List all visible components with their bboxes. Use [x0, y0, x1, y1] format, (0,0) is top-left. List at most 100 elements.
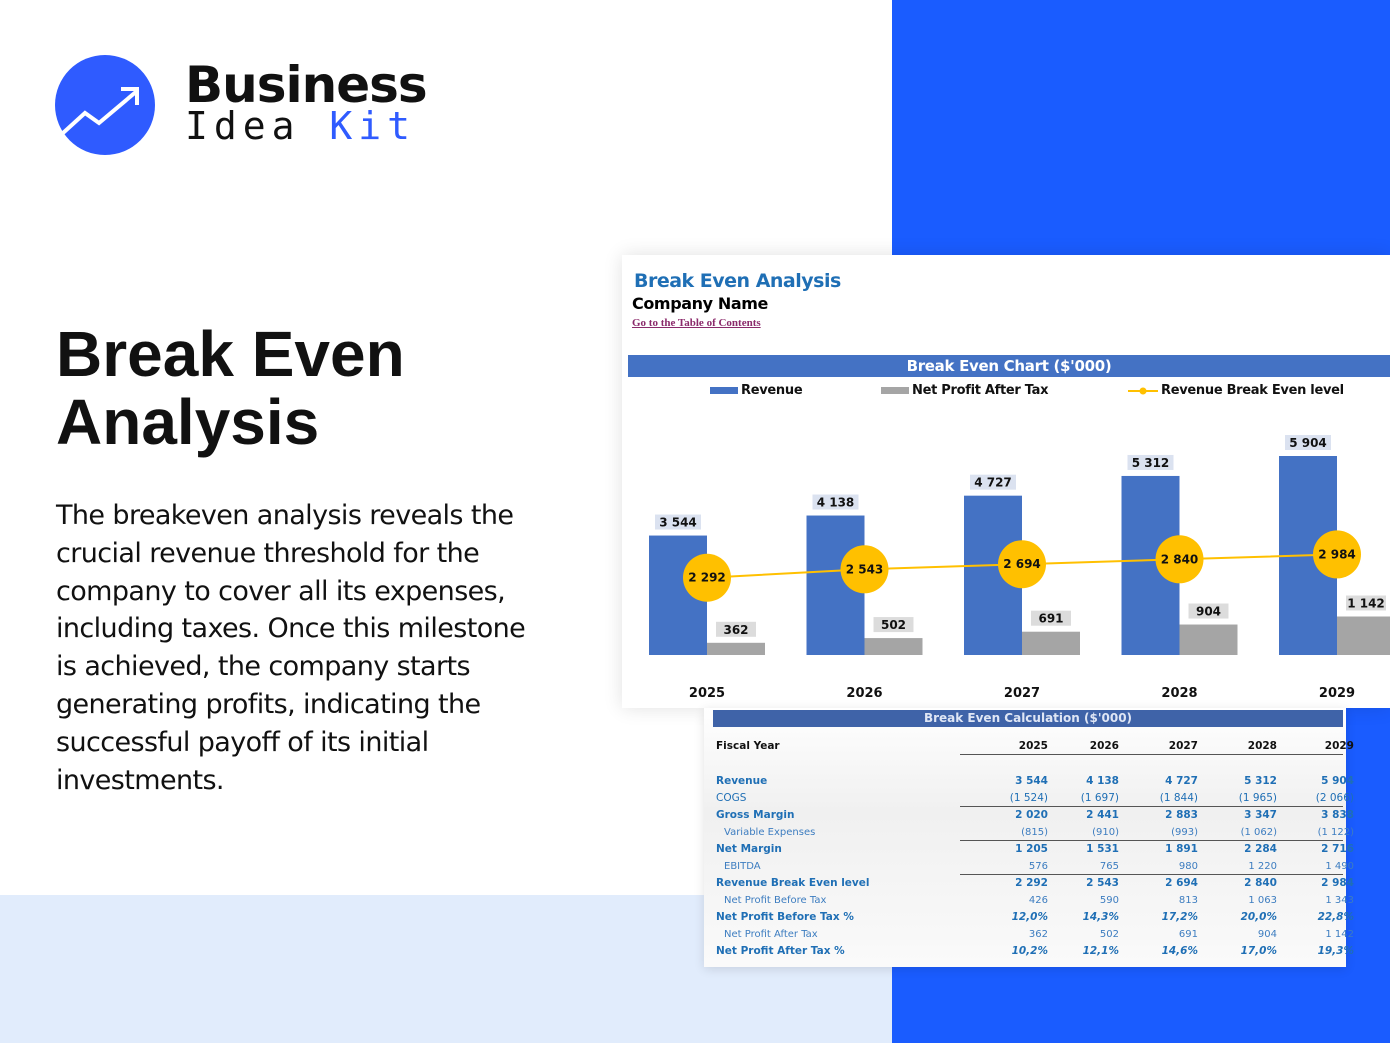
- cell-value: 576: [1028, 861, 1048, 872]
- cell-value: 904: [1257, 929, 1277, 940]
- table-row: Net Profit Before Tax % 12,0% 14,3% 17,2% 20…: [716, 909, 1354, 926]
- brand-kit: Kit: [329, 104, 417, 148]
- cell-value: (1 844): [1159, 792, 1198, 804]
- cell-value: 1 490: [1325, 861, 1354, 872]
- cell-value: 2029: [1324, 740, 1354, 752]
- revenue-label-bg: [655, 514, 701, 530]
- cell-value: 1 205: [1015, 843, 1048, 855]
- cell-value: 22,8%: [1317, 911, 1354, 923]
- cell-value: 17,2%: [1161, 911, 1198, 923]
- cell-value: (815): [1021, 827, 1048, 838]
- legend-line-marker-icon: [1128, 387, 1158, 394]
- net-profit-data-label: 362: [723, 623, 748, 637]
- row-label: Net Profit After Tax %: [716, 945, 845, 957]
- cell-value: 1 063: [1248, 895, 1277, 906]
- cell-value: 2 292: [1015, 877, 1048, 889]
- cell-value: 1 142: [1325, 929, 1354, 940]
- cell-value: (993): [1171, 827, 1198, 838]
- cell-value: 2028: [1247, 740, 1277, 752]
- net-profit-label-bg: [1346, 595, 1386, 611]
- chart-sheet: Break Even Analysis Company Name Go to t…: [622, 255, 1390, 708]
- legend-swatch: [881, 387, 909, 394]
- revenue-label-bg: [1285, 435, 1331, 450]
- net-profit-label-bg: [716, 621, 756, 637]
- cell-value: 3 544: [1015, 775, 1048, 787]
- revenue-label-bg: [1127, 454, 1174, 470]
- cell-value: 502: [1099, 929, 1119, 940]
- cell-value: (1 965): [1238, 792, 1277, 804]
- x-axis-tick-label: 2029: [1319, 686, 1355, 701]
- revenue-data-label: 4 138: [817, 496, 855, 510]
- net-profit-label-bg: [1031, 610, 1071, 626]
- table-row: COGS (1 524) (1 697) (1 844) (1 965) (2 066): [716, 790, 1354, 807]
- cell-value: 17,0%: [1240, 945, 1277, 957]
- brand-subname: Idea Kit: [185, 104, 416, 148]
- cell-value: 813: [1178, 895, 1198, 906]
- cell-value: 2026: [1089, 740, 1119, 752]
- row-label: Net Profit After Tax: [724, 929, 818, 940]
- net-profit-bar: [1337, 616, 1390, 655]
- sheet-title: Break Even Analysis: [634, 270, 841, 292]
- break-even-point: [1155, 535, 1204, 584]
- revenue-data-label: 5 312: [1132, 456, 1170, 470]
- cell-value: 10,2%: [1011, 945, 1048, 957]
- cell-value: 1 531: [1086, 843, 1119, 855]
- cell-value: 2 694: [1165, 877, 1198, 889]
- cell-value: 5 312: [1244, 775, 1277, 787]
- cell-value: 2027: [1168, 740, 1198, 752]
- hero-title: Break Even Analysis: [56, 320, 405, 456]
- cell-value: 2 984: [1321, 877, 1354, 889]
- table-row: EBITDA 576 765 980 1 220 1 490: [716, 858, 1354, 875]
- cell-value: 2 840: [1244, 877, 1277, 889]
- net-profit-label-bg: [873, 617, 914, 633]
- divider: [960, 806, 1343, 807]
- cell-value: 4 138: [1086, 775, 1119, 787]
- legend-break-even: Revenue Break Even level: [1128, 383, 1344, 398]
- legend-label: Revenue: [741, 383, 803, 398]
- brand-name: Business: [185, 56, 428, 114]
- cell-value: 765: [1099, 861, 1119, 872]
- table-row: Gross Margin 2 020 2 441 2 883 3 347 3 838: [716, 807, 1354, 824]
- break-even-point: [998, 540, 1046, 589]
- cell-value: 3 347: [1244, 809, 1277, 821]
- x-axis-tick-label: 2028: [1161, 686, 1197, 701]
- cell-value: 12,1%: [1082, 945, 1119, 957]
- cell-value: (1 697): [1080, 792, 1119, 804]
- toc-link[interactable]: Go to the Table of Contents: [632, 317, 761, 329]
- cell-value: 1 220: [1248, 861, 1277, 872]
- cell-value: (1 122): [1317, 827, 1354, 838]
- cell-value: 2 441: [1086, 809, 1119, 821]
- break-even-data-label: 2 840: [1161, 552, 1199, 566]
- table-row: Variable Expenses (815) (910) (993) (1 062) (…: [716, 824, 1354, 841]
- net-profit-bar: [864, 638, 923, 655]
- net-profit-bar: [707, 642, 765, 655]
- legend-net-profit: Net Profit After Tax: [881, 383, 1049, 398]
- hero-title-line1: Break Even: [56, 318, 405, 390]
- row-label: Fiscal Year: [716, 740, 780, 752]
- divider: [960, 840, 1343, 841]
- cell-value: 590: [1099, 895, 1119, 906]
- brand-idea: Idea: [185, 104, 301, 148]
- cell-value: 2 543: [1086, 877, 1119, 889]
- table-row: Revenue Break Even level 2 292 2 543 2 694 2…: [716, 875, 1354, 892]
- break-even-point: [840, 545, 889, 594]
- break-even-point: [683, 553, 731, 602]
- table-row: Net Profit After Tax % 10,2% 12,1% 14,6% 17,…: [716, 943, 1354, 960]
- cell-value: 691: [1178, 929, 1198, 940]
- row-label: Net Profit Before Tax: [724, 895, 827, 906]
- net-profit-data-label: 691: [1038, 612, 1063, 626]
- divider: [960, 754, 1343, 755]
- company-name: Company Name: [632, 294, 768, 313]
- revenue-data-label: 3 544: [659, 516, 697, 530]
- legend-label: Net Profit After Tax: [912, 383, 1049, 398]
- cell-value: 2 284: [1244, 843, 1277, 855]
- table-title: Break Even Calculation ($'000): [713, 710, 1343, 727]
- cell-value: 426: [1028, 895, 1048, 906]
- row-label: Gross Margin: [716, 809, 795, 821]
- row-label: Net Margin: [716, 843, 782, 855]
- net-profit-data-label: 502: [881, 618, 906, 632]
- x-axis-tick-label: 2027: [1004, 686, 1040, 701]
- cell-value: 4 727: [1165, 775, 1198, 787]
- row-label: Revenue Break Even level: [716, 877, 870, 889]
- net-profit-data-label: 1 142: [1347, 597, 1385, 611]
